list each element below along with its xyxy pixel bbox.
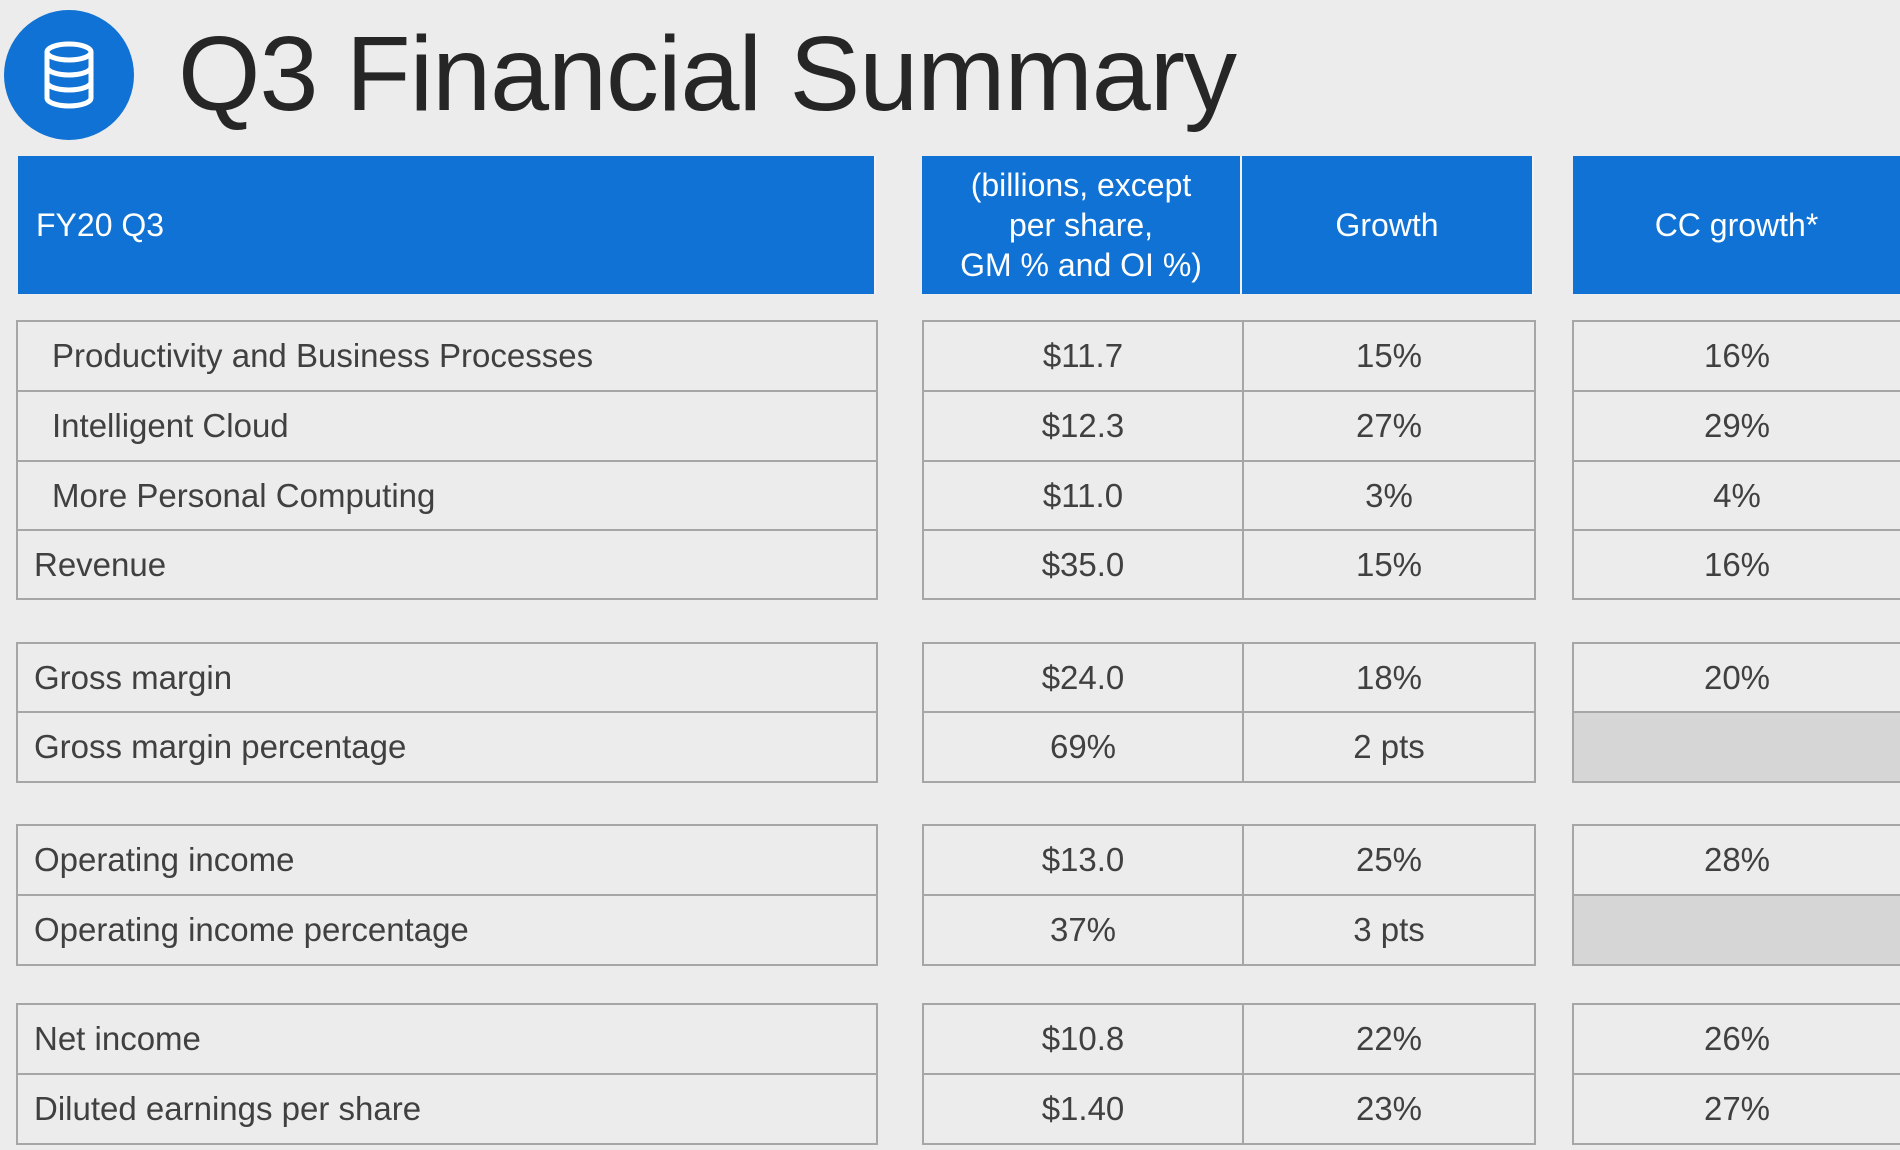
- label-group-operating-income: Operating income Operating income percen…: [16, 824, 878, 966]
- value-group-operating-income: $13.0 25% 37% 3 pts: [922, 824, 1536, 966]
- table-row: Operating income: [18, 826, 876, 896]
- growth-cell: 15%: [1242, 322, 1534, 390]
- cc-growth-empty-cell: [1574, 713, 1900, 781]
- row-label: Productivity and Business Processes: [52, 337, 594, 374]
- table-row: 26%: [1574, 1005, 1900, 1075]
- title-bar: Q3 Financial Summary: [0, 0, 1900, 150]
- cc-growth-empty-cell: [1574, 896, 1900, 964]
- row-label: Revenue: [34, 545, 167, 583]
- amount-cell: $11.0: [1042, 476, 1124, 514]
- amount-cell: $11.7: [1042, 337, 1124, 374]
- logo: [4, 10, 134, 140]
- table-row: More Personal Computing: [18, 462, 876, 531]
- amount-cell: $12.3: [1041, 407, 1125, 444]
- growth-cell: 2 pts: [1242, 713, 1534, 781]
- cc-growth-cell: 16%: [1703, 337, 1771, 374]
- header-period-label: FY20 Q3: [36, 206, 165, 243]
- table-row: $11.7 15%: [924, 322, 1534, 392]
- table-row: $35.0 15%: [924, 531, 1534, 598]
- cc-growth-cell: 16%: [1703, 545, 1771, 583]
- growth-cell: 3 pts: [1242, 896, 1534, 964]
- table-row: 20%: [1574, 644, 1900, 713]
- page-title: Q3 Financial Summary: [178, 15, 1237, 133]
- table-row: Net income: [18, 1005, 876, 1075]
- cc-group-operating-income: 28%: [1572, 824, 1900, 966]
- table-row: $1.40 23%: [924, 1075, 1534, 1143]
- header-period: FY20 Q3: [18, 156, 876, 294]
- database-icon: [44, 41, 94, 109]
- table-row: $11.0 3%: [924, 462, 1534, 531]
- cc-group-gross-margin: 20%: [1572, 642, 1900, 783]
- cc-growth-cell: 20%: [1703, 658, 1771, 696]
- growth-cell: 3%: [1242, 462, 1534, 529]
- table-row: $12.3 27%: [924, 392, 1534, 462]
- row-label: Gross margin: [34, 658, 233, 696]
- label-group-net-income: Net income Diluted earnings per share: [16, 1003, 878, 1145]
- row-label: Intelligent Cloud: [52, 407, 289, 444]
- amount-cell: $35.0: [1041, 545, 1125, 583]
- cc-growth-cell: 29%: [1703, 407, 1771, 444]
- amount-cell: $24.0: [1041, 658, 1125, 696]
- table-row: 16%: [1574, 531, 1900, 598]
- table-row: 27%: [1574, 1075, 1900, 1143]
- table-row: 16%: [1574, 322, 1900, 392]
- growth-cell: 27%: [1242, 392, 1534, 460]
- row-label: More Personal Computing: [52, 476, 436, 514]
- amount-cell: $1.40: [1041, 1090, 1125, 1127]
- row-label: Gross margin percentage: [34, 728, 407, 765]
- header-amount-line1: (billions, except: [970, 167, 1192, 203]
- value-group-net-income: $10.8 22% $1.40 23%: [922, 1003, 1536, 1145]
- table-row: Operating income percentage: [18, 896, 876, 964]
- table-row: [1574, 713, 1900, 781]
- header-amount: (billions, except per share, GM % and OI…: [922, 156, 1242, 294]
- table-row: $10.8 22%: [924, 1005, 1534, 1075]
- header-amount-line2: per share,: [1008, 207, 1154, 243]
- cc-group-revenue: 16% 29% 4% 16%: [1572, 320, 1900, 600]
- table-row: Gross margin: [18, 644, 876, 713]
- header-growth: Growth: [1242, 156, 1534, 294]
- table-row: $13.0 25%: [924, 826, 1534, 896]
- header-cc-growth: CC growth*: [1573, 156, 1900, 294]
- cc-group-net-income: 26% 27%: [1572, 1003, 1900, 1145]
- table-row: [1574, 896, 1900, 964]
- growth-cell: 23%: [1242, 1075, 1534, 1143]
- cc-growth-cell: 27%: [1703, 1090, 1771, 1127]
- table-row: Diluted earnings per share: [18, 1075, 876, 1143]
- header-amount-line3: GM % and OI %): [960, 247, 1202, 283]
- label-group-revenue: Productivity and Business Processes Inte…: [16, 320, 878, 600]
- table-row: Intelligent Cloud: [18, 392, 876, 462]
- row-label: Diluted earnings per share: [34, 1090, 422, 1127]
- amount-cell: $10.8: [1041, 1020, 1125, 1057]
- growth-cell: 25%: [1242, 826, 1534, 894]
- growth-cell: 22%: [1242, 1005, 1534, 1073]
- cc-growth-cell: 4%: [1713, 476, 1761, 514]
- table-row: 28%: [1574, 826, 1900, 896]
- table-row: Revenue: [18, 531, 876, 598]
- label-group-gross-margin: Gross margin Gross margin percentage: [16, 642, 878, 783]
- table-row: 37% 3 pts: [924, 896, 1534, 964]
- row-label: Operating income: [34, 841, 295, 878]
- row-label: Net income: [34, 1020, 201, 1057]
- value-group-gross-margin: $24.0 18% 69% 2 pts: [922, 642, 1536, 783]
- table-row: 4%: [1574, 462, 1900, 531]
- amount-cell: 69%: [1049, 728, 1117, 765]
- cc-growth-cell: 26%: [1703, 1020, 1771, 1057]
- header-amount-text: (billions, except per share, GM % and OI…: [960, 165, 1202, 285]
- header-cc-growth-label: CC growth*: [1654, 206, 1819, 243]
- table-row: Gross margin percentage: [18, 713, 876, 781]
- table-row: 69% 2 pts: [924, 713, 1534, 781]
- header-growth-label: Growth: [1335, 206, 1439, 243]
- table-row: Productivity and Business Processes: [18, 322, 876, 392]
- value-group-revenue: $11.7 15% $12.3 27% $11.0 3% $35.0 15%: [922, 320, 1536, 600]
- cc-growth-cell: 28%: [1703, 841, 1771, 878]
- table-row: 29%: [1574, 392, 1900, 462]
- growth-cell: 15%: [1242, 531, 1534, 598]
- amount-cell: $13.0: [1041, 841, 1125, 878]
- table-row: $24.0 18%: [924, 644, 1534, 713]
- amount-cell: 37%: [1049, 911, 1117, 948]
- row-label: Operating income percentage: [34, 911, 469, 948]
- growth-cell: 18%: [1242, 644, 1534, 711]
